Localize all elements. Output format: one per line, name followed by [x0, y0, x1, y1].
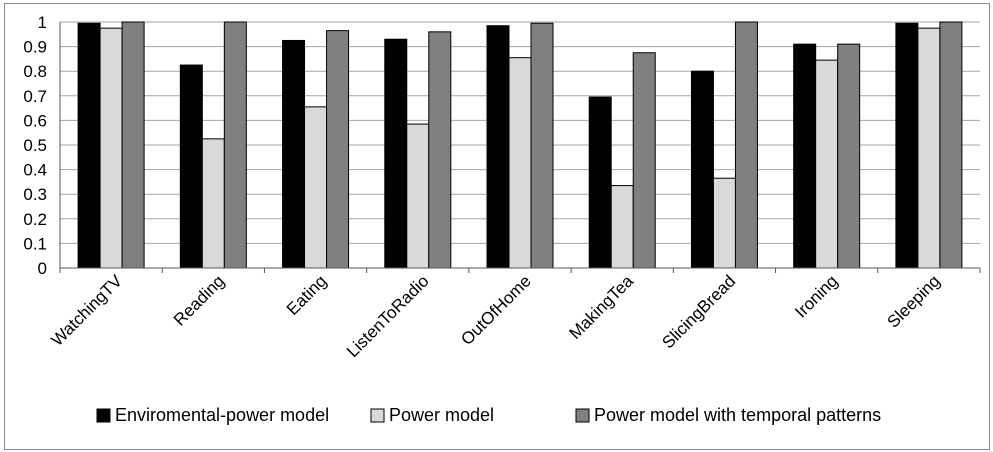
legend-swatch — [96, 408, 111, 423]
y-tick-label: 0.8 — [23, 62, 47, 81]
x-tick-label: Sleeping — [883, 271, 943, 331]
x-tick-label: ListenToRadio — [343, 271, 433, 361]
x-tick-label: SlicingBread — [658, 271, 739, 352]
legend-swatch — [575, 408, 590, 423]
legend-label: Power model with temporal patterns — [594, 405, 881, 425]
bar-3-Sleeping — [939, 21, 963, 269]
bar-3-Eating — [326, 30, 350, 269]
bar-2-ListenToRadio — [406, 123, 430, 269]
bar-3-WatchingTV — [121, 21, 145, 269]
x-tick-label: MakingTea — [565, 271, 637, 343]
bar-3-OutOfHome — [530, 22, 554, 269]
legend-label: Enviromental-power model — [115, 405, 329, 425]
legend: Enviromental-power model Power model Power… — [96, 405, 881, 425]
bar-2-Reading — [201, 138, 225, 269]
bar-1-Eating — [282, 39, 306, 269]
bar-1-Ironing — [793, 43, 817, 269]
bar-3-Reading — [223, 21, 247, 269]
bar-2-WatchingTV — [99, 27, 123, 269]
bars — [77, 21, 963, 269]
y-tick-label: 0.3 — [23, 185, 47, 204]
x-tick-label: OutOfHome — [457, 271, 535, 349]
y-tick-label: 0.1 — [23, 234, 47, 253]
bar-3-Ironing — [837, 43, 861, 269]
bar-2-OutOfHome — [508, 57, 532, 269]
bar-1-Sleeping — [895, 22, 919, 269]
bar-1-SlicingBread — [690, 70, 714, 269]
y-tick-label: 0.4 — [23, 161, 47, 180]
y-tick-label: 0.6 — [23, 111, 47, 130]
bar-3-ListenToRadio — [428, 31, 452, 269]
x-tick-label: Reading — [170, 271, 228, 329]
x-tick-label: WatchingTV — [47, 271, 126, 350]
bar-1-WatchingTV — [77, 22, 101, 269]
bar-3-MakingTea — [632, 52, 656, 269]
y-tick-label: 0.5 — [23, 136, 47, 155]
bar-1-OutOfHome — [486, 25, 510, 269]
bar-1-ListenToRadio — [384, 38, 408, 269]
bar-2-SlicingBread — [712, 177, 736, 269]
y-tick-label: 1 — [38, 13, 47, 32]
x-tick-label: Ironing — [791, 271, 841, 321]
bar-1-Reading — [179, 64, 203, 269]
y-tick-label: 0.7 — [23, 87, 47, 106]
y-tick-label: 0 — [38, 259, 47, 278]
bar-1-MakingTea — [588, 96, 612, 269]
legend-label: Power model — [389, 405, 494, 425]
y-tick-label: 0.9 — [23, 38, 47, 57]
bar-3-SlicingBread — [734, 21, 758, 269]
bar-2-Eating — [304, 106, 328, 269]
x-tick-label: Eating — [283, 271, 331, 319]
y-tick-label: 0.2 — [23, 210, 47, 229]
legend-swatch — [370, 408, 385, 423]
bar-2-MakingTea — [610, 185, 634, 269]
bar-2-Ironing — [815, 59, 839, 269]
bar-2-Sleeping — [917, 27, 941, 269]
